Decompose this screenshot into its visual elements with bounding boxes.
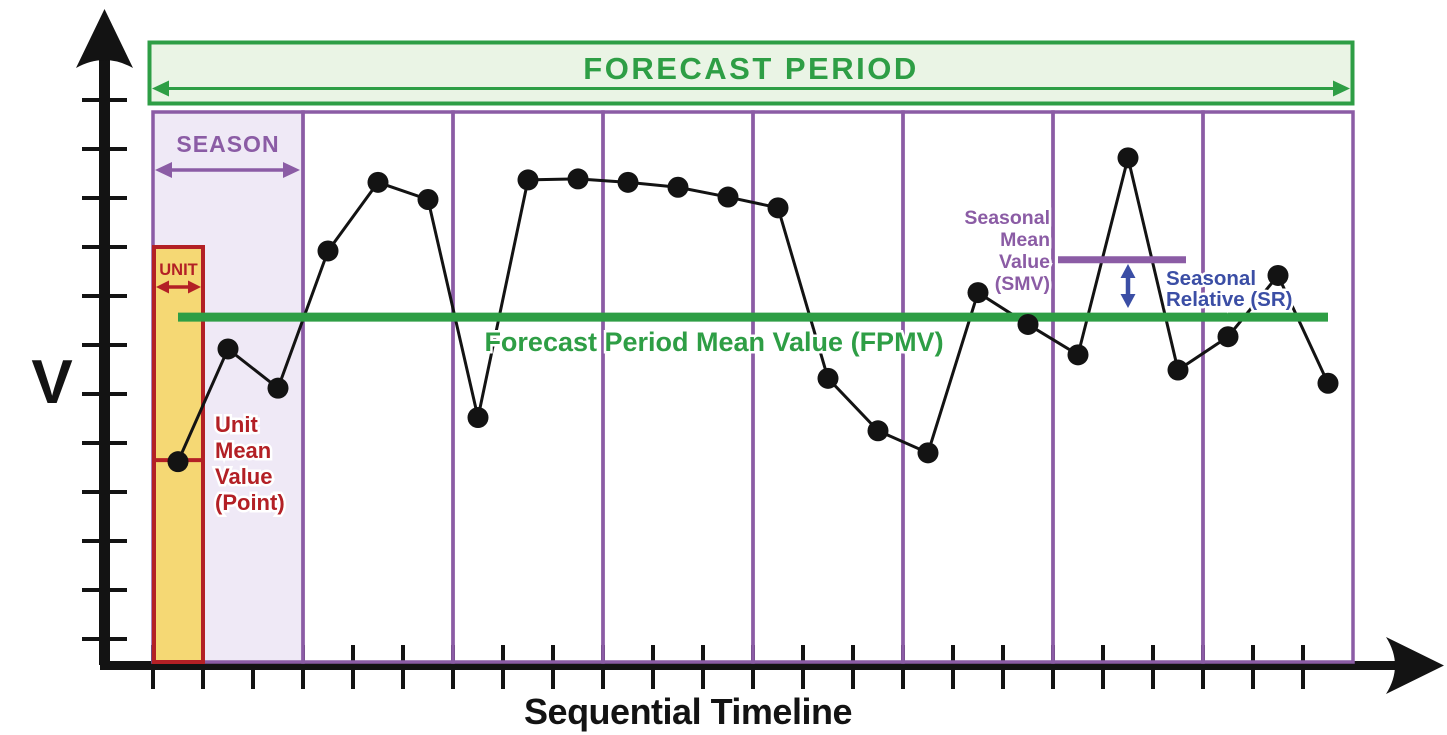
data-point (1167, 359, 1189, 381)
data-point (267, 377, 289, 399)
data-series (176, 157, 1330, 463)
forecast-period-banner: FORECAST PERIOD (147, 40, 1355, 106)
data-point (967, 282, 989, 304)
fpmv-label: Forecast Period Mean Value (FPMV) (484, 327, 943, 357)
smv-label: Seasonal Mean Value (SMV) (962, 205, 1053, 298)
data-point (917, 442, 939, 464)
y-axis (76, 9, 133, 665)
x-axis (100, 637, 1444, 694)
data-point (367, 171, 389, 193)
data-point (617, 171, 639, 193)
data-point (417, 189, 439, 210)
data-point (717, 186, 739, 208)
season-span-arrow-icon (155, 162, 300, 178)
unit-mean-label-line3: Value (215, 464, 272, 489)
data-point (1267, 264, 1289, 286)
data-point (217, 338, 239, 360)
unit-mean-label: Unit Mean Value (Point) (213, 410, 288, 518)
season-band (451, 110, 605, 664)
data-point (317, 240, 339, 262)
forecast-period-box (147, 40, 1355, 106)
unit-mean-label-line2: Mean (215, 438, 271, 463)
smv-label-line1: Seasonal (964, 207, 1050, 229)
trend-line (176, 157, 1330, 463)
data-point (1317, 372, 1339, 394)
data-point (517, 169, 539, 191)
data-point (1117, 147, 1139, 169)
smv-label-line2: Mean (1000, 229, 1050, 251)
season-band (1201, 110, 1355, 664)
data-point (867, 420, 889, 442)
smv-label-line4: (SMV) (995, 273, 1050, 295)
x-axis-arrowhead-icon (1386, 637, 1444, 694)
unit-label: UNIT (159, 261, 198, 279)
sr-label-line1: Seasonal (1166, 267, 1256, 290)
unit-mean-label-line4: (Point) (215, 490, 285, 515)
sr-label: Seasonal Relative (SR) (1164, 265, 1295, 314)
forecast-period-span-arrow-icon (152, 80, 1350, 97)
data-point (167, 451, 189, 473)
smv-label-line3: Value (999, 251, 1050, 273)
season-band (1051, 110, 1205, 664)
data-point (467, 407, 489, 429)
sr-label-line2: Relative (SR) (1166, 288, 1292, 311)
x-axis-title: Sequential Timeline (524, 691, 852, 732)
data-point (817, 367, 839, 389)
data-point (1067, 344, 1089, 366)
data-point (667, 176, 689, 198)
season-annotation: SEASON (155, 131, 300, 178)
data-point (1217, 326, 1239, 348)
data-point (767, 197, 789, 219)
y-axis-title: V (31, 348, 72, 417)
season-label: SEASON (176, 131, 279, 157)
unit-mean-label-line1: Unit (215, 412, 258, 437)
data-point (1017, 313, 1039, 335)
y-axis-arrowhead-icon (76, 9, 133, 68)
season-bands (151, 110, 1355, 664)
season-band (901, 110, 1055, 664)
data-point (567, 168, 589, 190)
seasonal-relative-arrow-icon (1120, 264, 1136, 308)
data-points (167, 147, 1339, 473)
unit-span-arrow-icon (156, 280, 201, 294)
forecast-period-label: FORECAST PERIOD (583, 51, 918, 86)
